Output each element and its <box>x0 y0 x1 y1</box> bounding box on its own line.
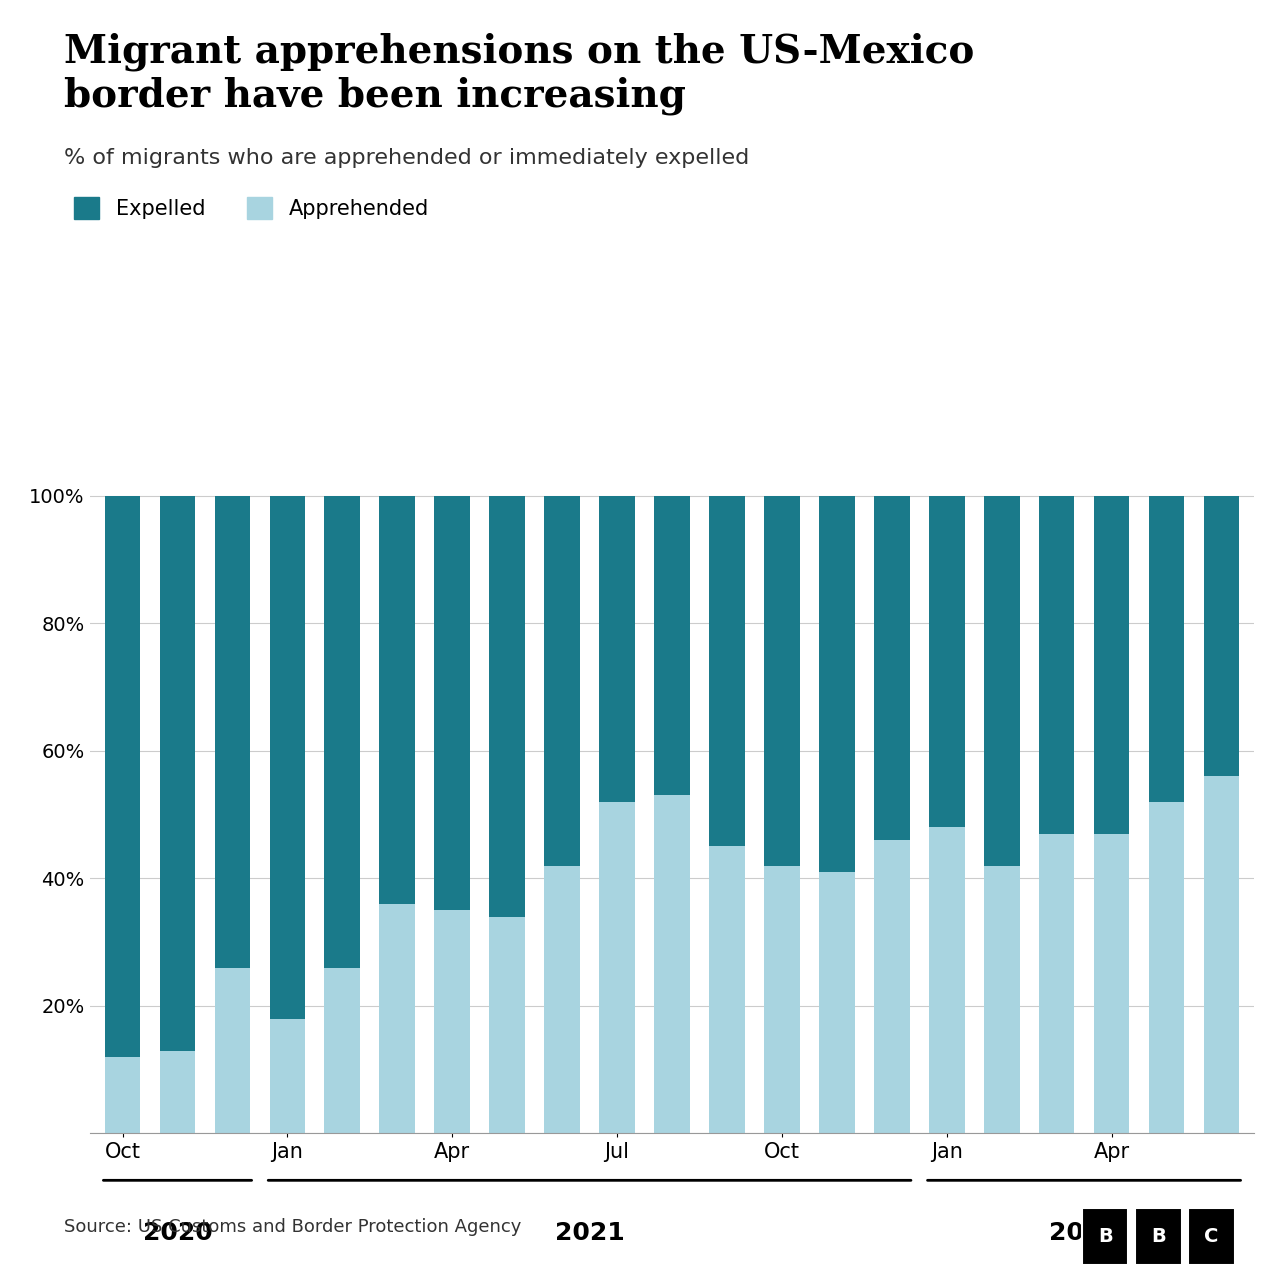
Bar <box>1039 833 1074 1133</box>
Bar <box>489 917 525 1133</box>
Bar <box>599 801 635 1133</box>
Bar <box>819 872 855 1133</box>
Bar <box>160 496 196 1051</box>
Legend: Expelled, Apprehended: Expelled, Apprehended <box>74 197 429 219</box>
Bar <box>160 1051 196 1133</box>
Bar <box>379 496 415 904</box>
Bar <box>325 967 360 1133</box>
Text: 2022: 2022 <box>1050 1221 1119 1244</box>
Text: C: C <box>1204 1227 1219 1245</box>
Text: Migrant apprehensions on the US-Mexico
border have been increasing: Migrant apprehensions on the US-Mexico b… <box>64 32 974 115</box>
Bar <box>874 840 910 1133</box>
FancyBboxPatch shape <box>1082 1208 1129 1265</box>
Bar <box>709 846 745 1133</box>
Bar <box>215 496 251 967</box>
Bar <box>1203 496 1239 777</box>
Bar <box>270 496 305 1019</box>
Bar <box>325 496 360 967</box>
Bar <box>929 827 965 1133</box>
Bar <box>654 796 690 1133</box>
Bar <box>215 967 251 1133</box>
Bar <box>270 1019 305 1133</box>
FancyBboxPatch shape <box>1188 1208 1235 1265</box>
Text: % of migrants who are apprehended or immediately expelled: % of migrants who are apprehended or imm… <box>64 148 749 169</box>
Bar <box>984 496 1019 866</box>
Bar <box>654 496 690 796</box>
Bar <box>1148 801 1184 1133</box>
Bar <box>929 496 965 827</box>
Text: 2021: 2021 <box>554 1221 625 1244</box>
Text: Source: US Customs and Border Protection Agency: Source: US Customs and Border Protection… <box>64 1218 521 1236</box>
Bar <box>544 866 580 1133</box>
Bar <box>819 496 855 872</box>
Bar <box>105 496 141 1057</box>
Bar <box>984 866 1019 1133</box>
Bar <box>379 904 415 1133</box>
Bar <box>1203 777 1239 1133</box>
Text: B: B <box>1151 1227 1166 1245</box>
Text: B: B <box>1098 1227 1112 1245</box>
Bar <box>874 496 910 840</box>
Bar <box>709 496 745 846</box>
Bar <box>434 496 470 911</box>
Bar <box>599 496 635 801</box>
Bar <box>105 1057 141 1133</box>
Bar <box>1093 833 1129 1133</box>
Bar <box>489 496 525 917</box>
Bar <box>434 911 470 1133</box>
Bar <box>1093 496 1129 833</box>
Bar <box>764 866 800 1133</box>
Bar <box>1039 496 1074 833</box>
Bar <box>544 496 580 866</box>
Bar <box>1148 496 1184 801</box>
FancyBboxPatch shape <box>1135 1208 1181 1265</box>
Text: 2020: 2020 <box>142 1221 212 1244</box>
Bar <box>764 496 800 866</box>
